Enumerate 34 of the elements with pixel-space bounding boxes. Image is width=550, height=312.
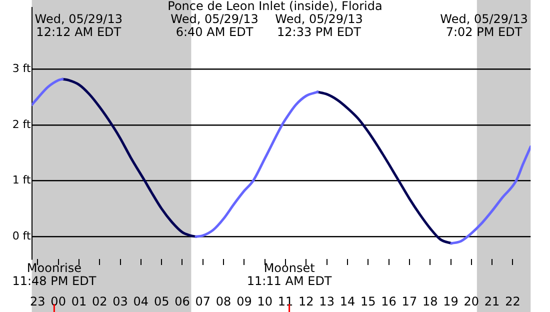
ref-line-label: Moonset 11:11 AM EDT <box>246 261 332 288</box>
x-tick-label: 13 <box>319 294 334 308</box>
x-tick-label: 01 <box>71 294 87 308</box>
x-tick-label: 06 <box>174 294 190 308</box>
x-tick-label: 07 <box>195 294 211 308</box>
annotation: Wed, 05/29/13 12:33 PM EDT <box>275 12 363 40</box>
chart-title: Ponce de Leon Inlet (inside), Florida <box>168 0 382 14</box>
x-tick-label: 08 <box>216 294 232 308</box>
y-tick-label: 2 ft <box>12 118 32 131</box>
x-tick-label: 16 <box>381 294 396 308</box>
x-tick-label: 09 <box>236 294 252 308</box>
x-tick-label: 15 <box>360 294 376 308</box>
y-tick-label: 3 ft <box>12 62 32 75</box>
x-tick-label: 03 <box>112 294 128 308</box>
annotation: Wed, 05/29/13 12:12 AM EDT <box>34 12 122 40</box>
x-tick-label: 20 <box>464 294 480 308</box>
annotation: Wed, 05/29/13 6:40 AM EDT <box>170 12 258 40</box>
ref-line-label: Moonrise 11:48 PM EDT <box>12 261 97 288</box>
x-tick-label: 05 <box>154 294 170 308</box>
x-tick-label: 12 <box>298 294 314 308</box>
x-tick-label: 17 <box>402 294 418 308</box>
x-tick-label: 23 <box>30 294 46 308</box>
x-tick-label: 00 <box>50 294 66 308</box>
x-tick-label: 19 <box>443 294 458 308</box>
y-tick-label: 0 ft <box>12 230 32 243</box>
x-tick-label: 22 <box>505 294 520 308</box>
x-tick-label: 10 <box>257 294 273 308</box>
x-tick-label: 14 <box>340 294 356 308</box>
x-tick-label: 18 <box>422 294 438 308</box>
x-tick-label: 02 <box>92 294 108 308</box>
x-tick-label: 04 <box>133 294 149 308</box>
x-tick-label: 21 <box>484 294 500 308</box>
y-tick-label: 1 ft <box>12 174 32 187</box>
annotation: Wed, 05/29/13 7:02 PM EDT <box>440 12 528 40</box>
